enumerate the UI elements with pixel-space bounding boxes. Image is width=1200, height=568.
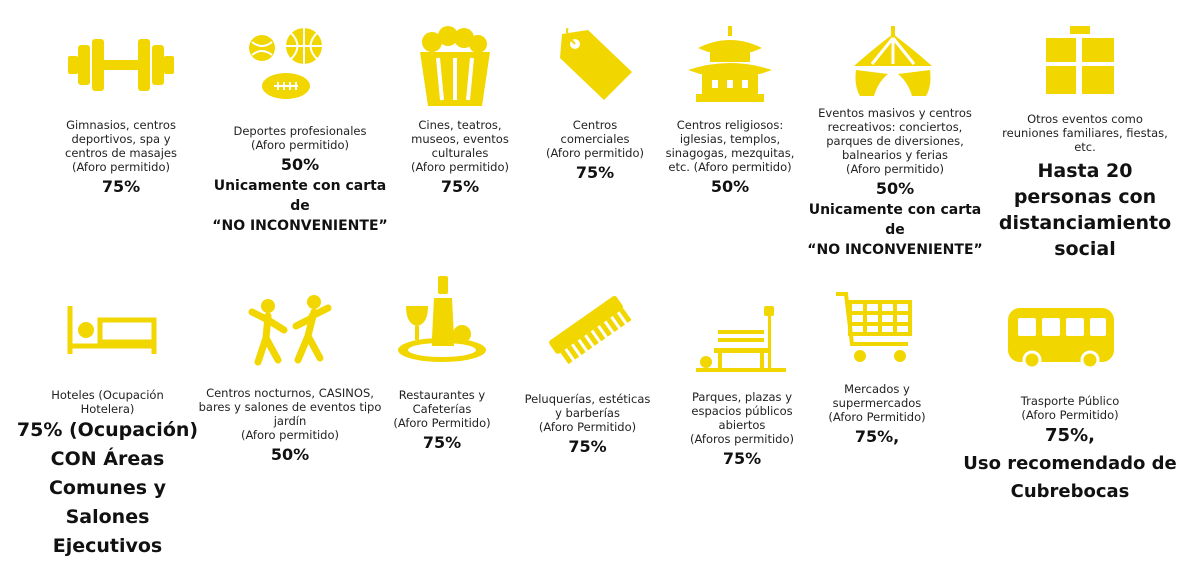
tile-events-description: Eventos masivos y centros recreativos: c… bbox=[818, 106, 972, 176]
tile-hotels-capacity: 75% (Ocupación) CON Áreas Comunes y Salo… bbox=[16, 419, 199, 557]
tile-transport-description: Trasporte Público (Aforo Permitido) bbox=[1020, 394, 1120, 422]
tile-cinema: Cines, teatros, museos, eventos cultural… bbox=[385, 118, 535, 198]
tile-other: Otros eventos como reuniones familiares,… bbox=[990, 112, 1180, 262]
dumbbell-icon bbox=[68, 36, 174, 94]
dancers-icon bbox=[244, 294, 334, 366]
tile-hotels-description: Hoteles (Ocupación Hotelera) bbox=[51, 388, 164, 416]
tile-events-note: Unicamente con carta de “NO INCONVENIENT… bbox=[807, 202, 983, 258]
tile-nightlife-description: Centros nocturnos, CASINOS, bares y salo… bbox=[198, 386, 382, 442]
tile-commerce-description: Centros comerciales (Aforo permitido) bbox=[545, 118, 645, 160]
shopping-cart-icon bbox=[836, 290, 914, 366]
tile-commerce-capacity: 75% bbox=[575, 163, 615, 182]
comb-icon bbox=[544, 294, 634, 364]
tile-parks-description: Parques, plazas y espacios públicos abie… bbox=[689, 390, 794, 446]
tile-sports-description: Deportes profesionales (Aforo permitido) bbox=[233, 124, 367, 152]
tile-nightlife: Centros nocturnos, CASINOS, bares y salo… bbox=[190, 386, 390, 466]
tile-gym-capacity: 75% bbox=[101, 177, 141, 196]
tile-events-capacity: 50% bbox=[875, 179, 915, 198]
tile-markets: Mercados y supermercados (Aforo Permitid… bbox=[812, 382, 942, 448]
tile-parks-capacity: 75% bbox=[722, 449, 762, 468]
tile-restaurants: Restaurantes y Cafeterías (Aforo Permiti… bbox=[372, 388, 512, 454]
tile-restaurants-description: Restaurantes y Cafeterías (Aforo Permiti… bbox=[393, 388, 491, 430]
tile-religious-capacity: 50% bbox=[710, 177, 750, 196]
circus-tent-icon bbox=[852, 26, 934, 96]
tile-restaurants-capacity: 75% bbox=[422, 433, 462, 452]
tile-cinema-capacity: 75% bbox=[440, 177, 480, 196]
window-grid-icon bbox=[1046, 26, 1114, 94]
tile-gym-description: Gimnasios, centros deportivos, spa y cen… bbox=[65, 118, 177, 174]
bus-icon bbox=[1008, 308, 1116, 372]
tile-other-limit: Hasta 20 personas con distanciamiento so… bbox=[998, 160, 1172, 260]
tile-commerce: Centros comerciales (Aforo permitido) 75… bbox=[530, 118, 660, 184]
tile-other-description: Otros eventos como reuniones familiares,… bbox=[1002, 112, 1168, 154]
tile-salons-capacity: 75% bbox=[568, 437, 607, 456]
temple-icon bbox=[688, 26, 772, 102]
popcorn-icon bbox=[418, 26, 492, 106]
tile-hotels: Hoteles (Ocupación Hotelera) 75% (Ocupac… bbox=[15, 388, 200, 561]
tile-transport-capacity: 75%, Uso recomendado de Cubrebocas bbox=[963, 425, 1177, 502]
tile-gym: Gimnasios, centros deportivos, spa y cen… bbox=[48, 118, 194, 198]
tile-sports-capacity: 50% bbox=[280, 155, 320, 174]
tile-markets-capacity: 75%, bbox=[854, 427, 900, 446]
tile-religious-description: Centros religiosos: iglesias, templos, s… bbox=[665, 118, 795, 174]
tile-nightlife-capacity: 50% bbox=[270, 445, 310, 464]
tile-salons: Peluquerías, estéticas y barberías (Afor… bbox=[515, 392, 660, 458]
tile-religious: Centros religiosos: iglesias, templos, s… bbox=[660, 118, 800, 198]
park-bench-icon bbox=[696, 300, 786, 376]
tile-sports: Deportes profesionales (Aforo permitido)… bbox=[205, 124, 395, 236]
sports-balls-icon bbox=[248, 28, 334, 100]
tile-sports-note: Unicamente con carta de “NO INCONVENIENT… bbox=[212, 178, 388, 234]
tile-parks: Parques, plazas y espacios públicos abie… bbox=[672, 390, 812, 470]
wine-bottle-icon bbox=[396, 276, 488, 362]
tile-markets-description: Mercados y supermercados (Aforo Permitid… bbox=[828, 382, 926, 424]
price-tag-icon bbox=[558, 28, 634, 100]
tile-cinema-description: Cines, teatros, museos, eventos cultural… bbox=[410, 118, 510, 174]
tile-events: Eventos masivos y centros recreativos: c… bbox=[800, 106, 990, 260]
bed-icon bbox=[66, 306, 158, 354]
tile-salons-description: Peluquerías, estéticas y barberías (Afor… bbox=[524, 392, 651, 434]
tile-transport: Trasporte Público (Aforo Permitido) 75%,… bbox=[960, 394, 1180, 506]
